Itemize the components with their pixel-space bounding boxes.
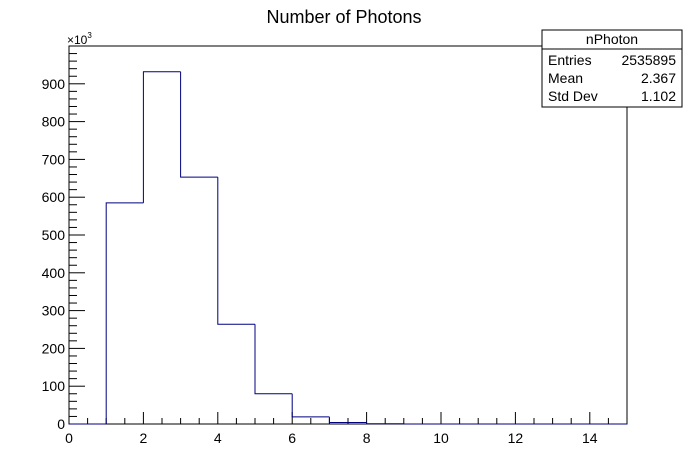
- x-tick-label: 0: [65, 430, 73, 446]
- stats-box-title: nPhoton: [586, 31, 638, 47]
- histogram-bin: [217, 177, 255, 325]
- stats-entries-label: Entries: [548, 52, 592, 68]
- histogram-bin: [328, 416, 367, 423]
- histogram-bin: [105, 202, 144, 424]
- y-tick-label: 200: [42, 340, 66, 356]
- y-multiplier: ×103: [67, 31, 92, 47]
- y-tick-label: 700: [42, 151, 66, 167]
- stats-mean-label: Mean: [548, 70, 583, 86]
- histogram-bin: [254, 324, 293, 395]
- y-tick-label: 900: [42, 76, 66, 92]
- x-axis: 0 2 4 6 8 10 12 14: [65, 412, 628, 446]
- stats-box-border: [541, 29, 683, 108]
- y-multiplier-exponent: 3: [87, 31, 92, 40]
- x-tick-label: 4: [214, 430, 222, 446]
- x-tick-label: 8: [363, 430, 371, 446]
- x-tick-label: 6: [288, 430, 296, 446]
- stats-mean-value: 2.367: [641, 70, 676, 86]
- stats-stddev-value: 1.102: [641, 88, 676, 104]
- y-tick-label: 600: [42, 189, 66, 205]
- x-tick-label: 10: [433, 430, 449, 446]
- stats-entries-value: 2535895: [621, 52, 676, 68]
- y-tick-label: 800: [42, 114, 66, 130]
- x-tick-label: 2: [140, 430, 148, 446]
- chart-title: Number of Photons: [266, 7, 421, 27]
- y-tick-label: 100: [42, 378, 66, 394]
- y-tick-label: 500: [42, 227, 66, 243]
- y-axis: 0 100 200 300 400 500 600 700 800 900: [42, 45, 85, 432]
- histogram-bin: [366, 422, 404, 425]
- y-tick-label: 400: [42, 265, 66, 281]
- stats-box: nPhoton Entries 2535895 Mean 2.367 Std D…: [541, 29, 683, 108]
- histogram-bin: [291, 393, 330, 418]
- stats-stddev-label: Std Dev: [548, 88, 598, 104]
- y-tick-label: 300: [42, 303, 66, 319]
- x-tick-label: 14: [582, 430, 598, 446]
- histogram-bins: [69, 71, 627, 425]
- y-tick-label: 0: [57, 416, 65, 432]
- y-multiplier-base: ×10: [67, 33, 88, 47]
- x-tick-label: 12: [508, 430, 524, 446]
- histogram-bin: [180, 71, 218, 178]
- histogram-bin: [142, 71, 181, 203]
